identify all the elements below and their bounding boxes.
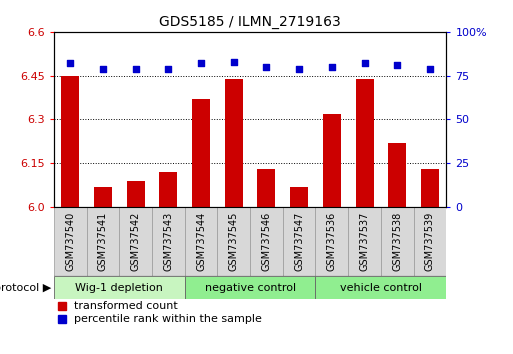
Bar <box>192 99 210 207</box>
Bar <box>388 143 406 207</box>
Text: Wig-1 depletion: Wig-1 depletion <box>75 282 163 293</box>
Text: GSM737546: GSM737546 <box>262 212 271 271</box>
Bar <box>413 207 446 276</box>
Point <box>66 61 74 66</box>
Bar <box>218 207 250 276</box>
Bar <box>87 207 119 276</box>
Bar <box>185 276 315 299</box>
Point <box>393 62 401 68</box>
Text: GSM737547: GSM737547 <box>294 212 304 271</box>
Bar <box>421 169 439 207</box>
Bar <box>225 79 243 207</box>
Point <box>99 66 107 72</box>
Text: GSM737539: GSM737539 <box>425 212 435 271</box>
Bar <box>119 207 152 276</box>
Bar <box>58 315 66 323</box>
Text: GSM737545: GSM737545 <box>229 212 239 271</box>
Bar <box>283 207 315 276</box>
Bar <box>381 207 413 276</box>
Title: GDS5185 / ILMN_2719163: GDS5185 / ILMN_2719163 <box>159 16 341 29</box>
Text: protocol ▶: protocol ▶ <box>0 282 51 293</box>
Point <box>197 61 205 66</box>
Bar <box>323 114 341 207</box>
Point <box>164 66 172 72</box>
Point <box>295 66 303 72</box>
Bar <box>58 302 66 310</box>
Point <box>426 66 434 72</box>
Text: negative control: negative control <box>205 282 295 293</box>
Bar <box>152 207 185 276</box>
Text: GSM737544: GSM737544 <box>196 212 206 271</box>
Text: GSM737542: GSM737542 <box>131 212 141 271</box>
Text: GSM737541: GSM737541 <box>98 212 108 271</box>
Bar <box>315 276 446 299</box>
Bar <box>54 207 87 276</box>
Text: GSM737537: GSM737537 <box>360 212 369 271</box>
Text: GSM737540: GSM737540 <box>65 212 75 271</box>
Text: vehicle control: vehicle control <box>340 282 422 293</box>
Bar <box>250 207 283 276</box>
Point <box>328 64 336 70</box>
Point <box>262 64 270 70</box>
Text: GSM737536: GSM737536 <box>327 212 337 271</box>
Bar <box>61 76 79 207</box>
Bar <box>160 172 177 207</box>
Bar <box>185 207 218 276</box>
Bar <box>290 187 308 207</box>
Bar <box>348 207 381 276</box>
Bar <box>315 207 348 276</box>
Point <box>131 66 140 72</box>
Point <box>361 61 369 66</box>
Text: transformed count: transformed count <box>74 301 177 311</box>
Text: GSM737543: GSM737543 <box>163 212 173 271</box>
Bar <box>127 181 145 207</box>
Point <box>230 59 238 64</box>
Text: GSM737538: GSM737538 <box>392 212 402 271</box>
Bar <box>54 276 185 299</box>
Bar <box>356 79 373 207</box>
Bar <box>258 169 275 207</box>
Bar <box>94 187 112 207</box>
Text: percentile rank within the sample: percentile rank within the sample <box>74 314 262 324</box>
